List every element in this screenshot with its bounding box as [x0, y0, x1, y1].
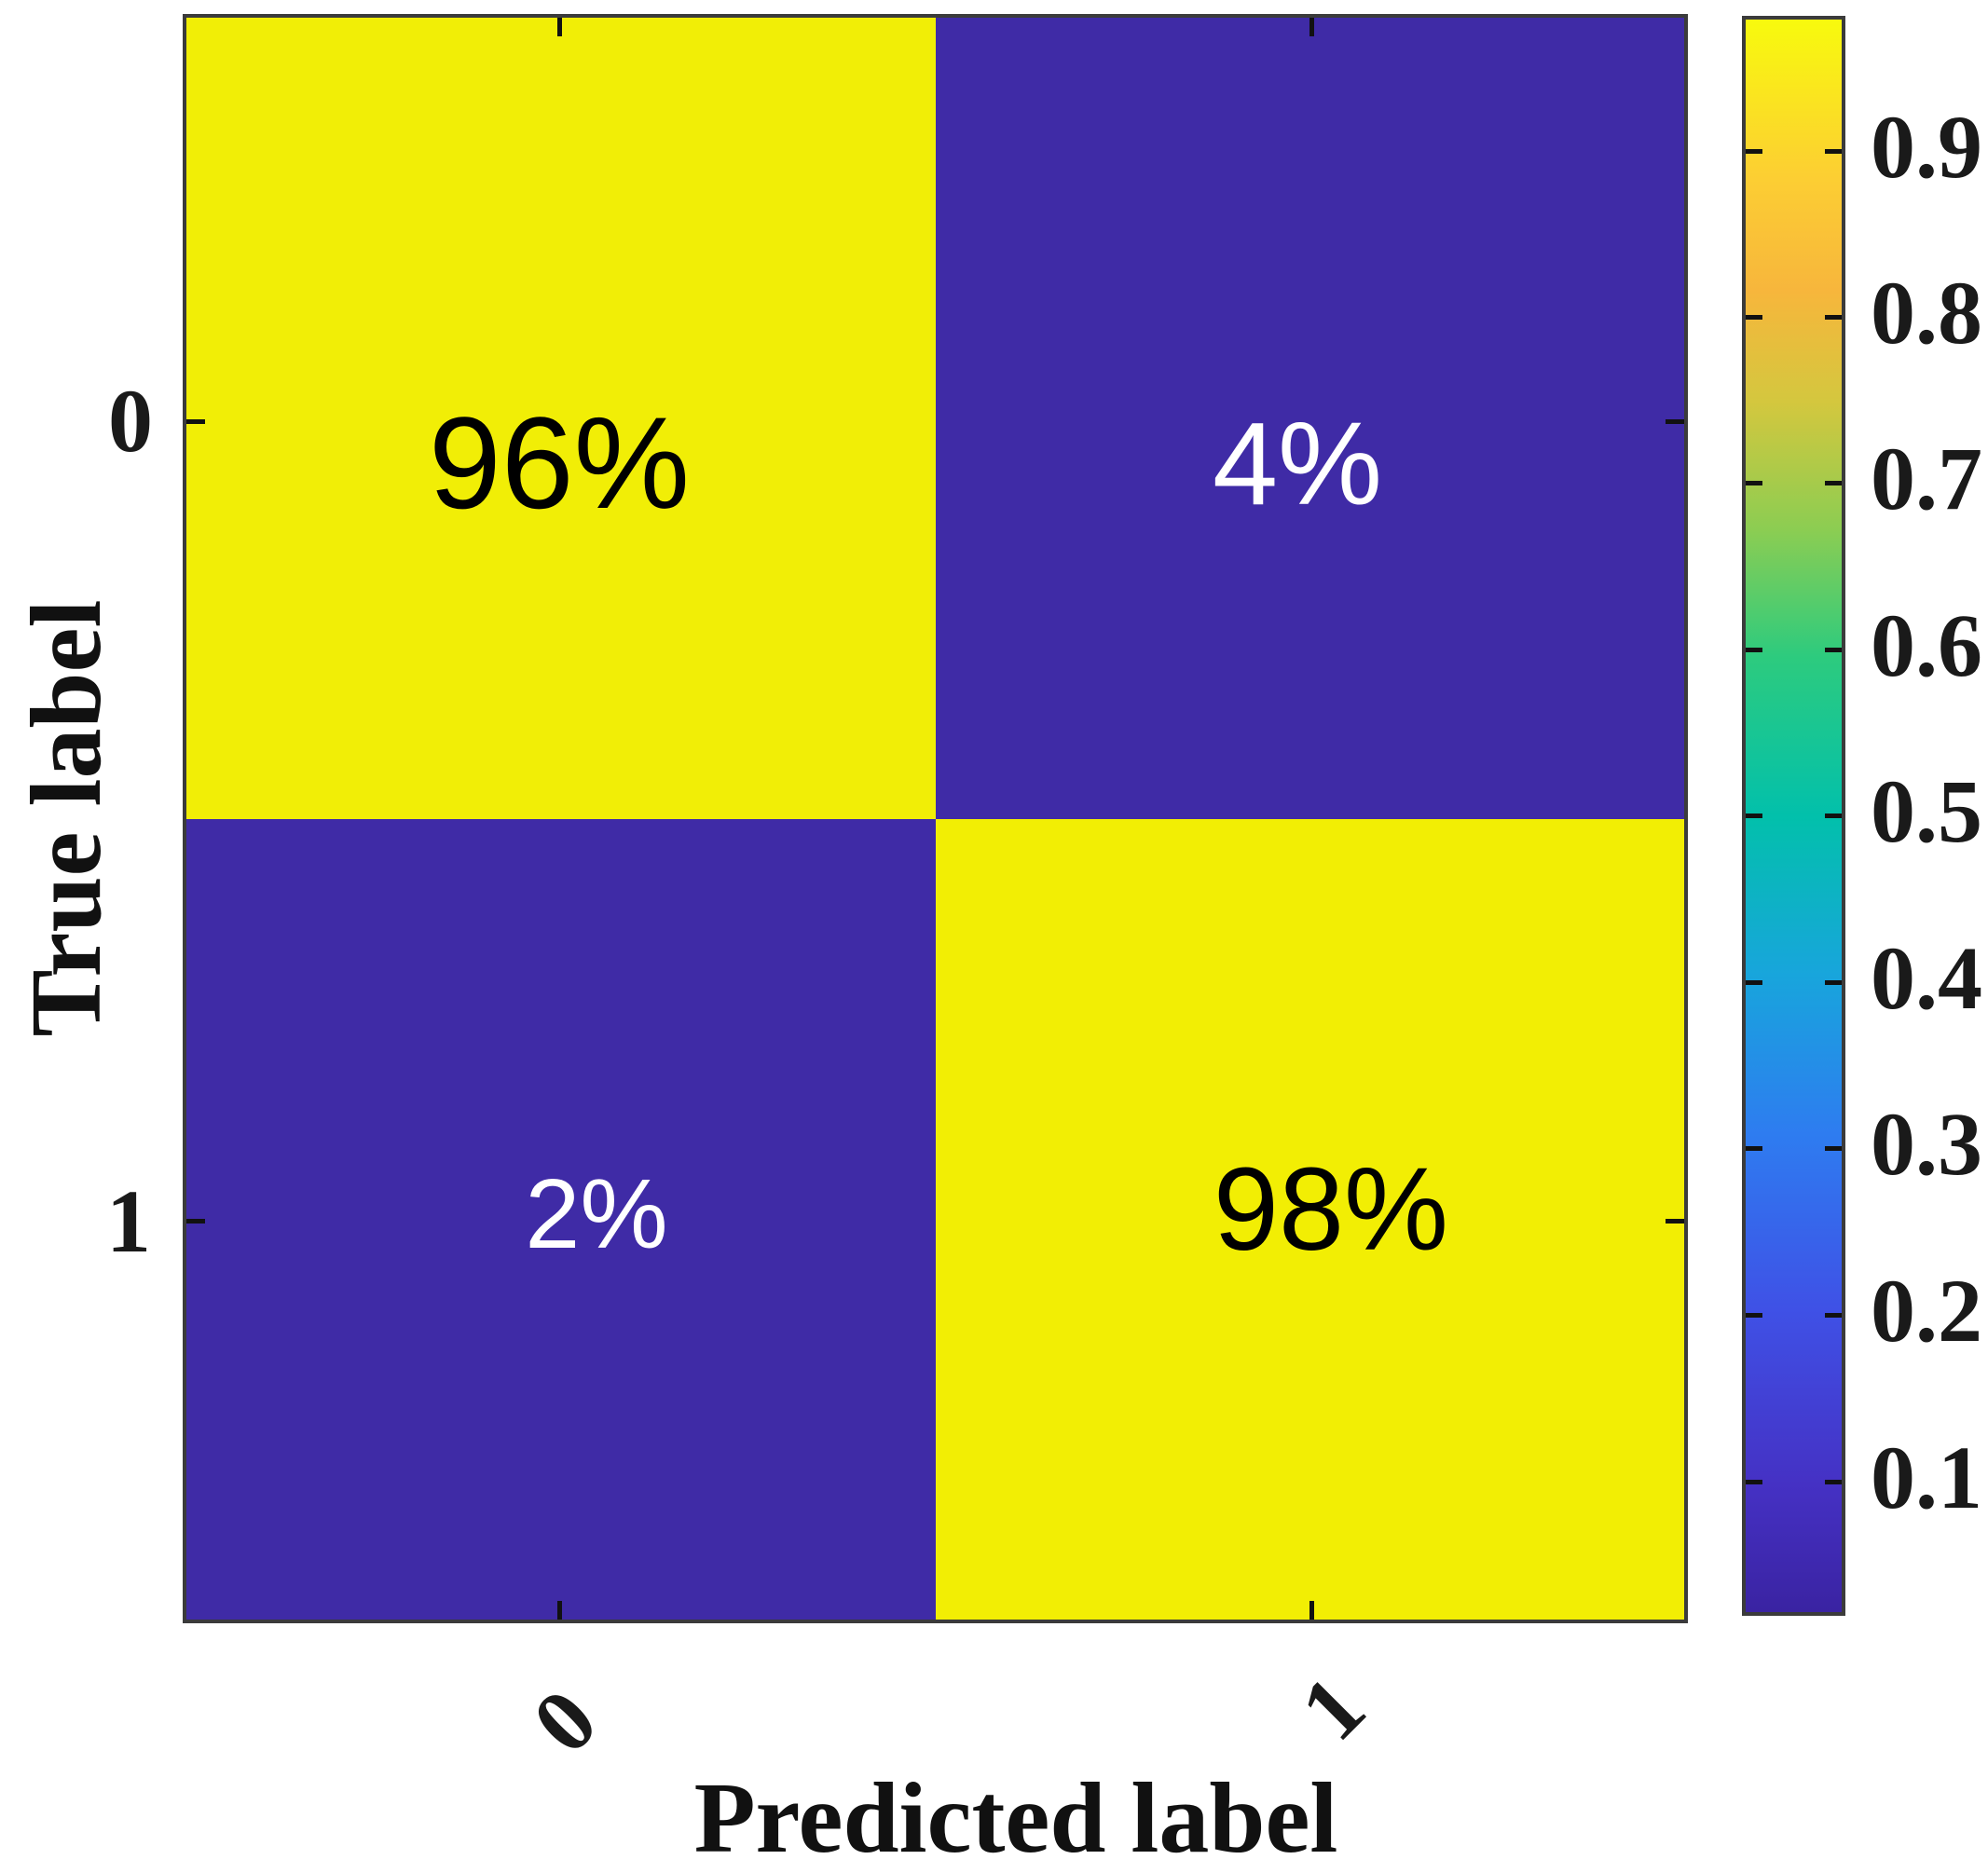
- y-axis-label: True label: [11, 599, 122, 1037]
- y-tick-label-1: 1: [106, 1171, 151, 1271]
- x-tick-label-1: 1: [1281, 1656, 1384, 1759]
- colorbar-tick-left-0.4: [1746, 980, 1762, 985]
- cell-true0-pred0: [186, 18, 936, 819]
- colorbar-tick-right-0.4: [1825, 980, 1842, 985]
- colorbar-tick-right-0.6: [1825, 648, 1842, 652]
- x-axis-label: Predicted label: [693, 1763, 1338, 1873]
- colorbar-tick-label-0.1: 0.1: [1871, 1428, 1982, 1528]
- colorbar-tick-label-0.2: 0.2: [1871, 1261, 1982, 1361]
- colorbar-tick-label-0.6: 0.6: [1871, 595, 1982, 696]
- colorbar-tick-right-0.7: [1825, 481, 1842, 485]
- colorbar-tick-right-0.8: [1825, 315, 1842, 320]
- colorbar-tick-left-0.3: [1746, 1146, 1762, 1151]
- cell-value-true1-pred1: 98%: [1213, 1143, 1449, 1275]
- colorbar-tick-left-0.5: [1746, 813, 1762, 818]
- cell-true1-pred0: [186, 818, 936, 1620]
- colorbar-tick-left-0.8: [1746, 315, 1762, 320]
- colorbar-tick-label-0.9: 0.9: [1871, 97, 1982, 198]
- x-tick-mark-top-0: [557, 18, 562, 36]
- x-tick-mark-bottom-0: [557, 1601, 562, 1620]
- colorbar-tick-left-0.2: [1746, 1313, 1762, 1318]
- y-tick-mark-right-1: [1666, 1219, 1684, 1224]
- colorbar-tick-left-0.6: [1746, 648, 1762, 652]
- x-tick-label-0: 0: [513, 1669, 616, 1772]
- cell-value-true0-pred0: 96%: [428, 390, 691, 536]
- colorbar-tick-right-0.1: [1825, 1480, 1842, 1484]
- heatmap-axes: [183, 14, 1688, 1623]
- y-tick-mark-left-0: [186, 419, 205, 424]
- colorbar-tick-right-0.3: [1825, 1146, 1842, 1151]
- colorbar-tick-label-0.3: 0.3: [1871, 1094, 1982, 1195]
- colorbar-tick-left-0.7: [1746, 481, 1762, 485]
- colorbar-tick-right-0.5: [1825, 813, 1842, 818]
- colorbar-tick-left-0.9: [1746, 149, 1762, 154]
- colorbar-tick-label-0.5: 0.5: [1871, 761, 1982, 862]
- cell-value-true0-pred1: 4%: [1212, 398, 1383, 529]
- cell-true1-pred1: [935, 818, 1684, 1620]
- colorbar-tick-left-0.1: [1746, 1480, 1762, 1484]
- colorbar-tick-right-0.2: [1825, 1313, 1842, 1318]
- colorbar-tick-label-0.4: 0.4: [1871, 928, 1982, 1029]
- y-tick-mark-left-1: [186, 1219, 205, 1224]
- colorbar-tick-label-0.7: 0.7: [1871, 429, 1982, 529]
- cell-true0-pred1: [935, 18, 1684, 819]
- x-tick-mark-top-1: [1309, 18, 1314, 36]
- y-tick-mark-right-0: [1666, 419, 1684, 424]
- y-tick-label-0: 0: [108, 371, 153, 471]
- colorbar-tick-right-0.9: [1825, 149, 1842, 154]
- colorbar-tick-label-0.8: 0.8: [1871, 263, 1982, 363]
- cell-value-true1-pred0: 2%: [525, 1159, 668, 1269]
- x-tick-mark-bottom-1: [1309, 1601, 1314, 1620]
